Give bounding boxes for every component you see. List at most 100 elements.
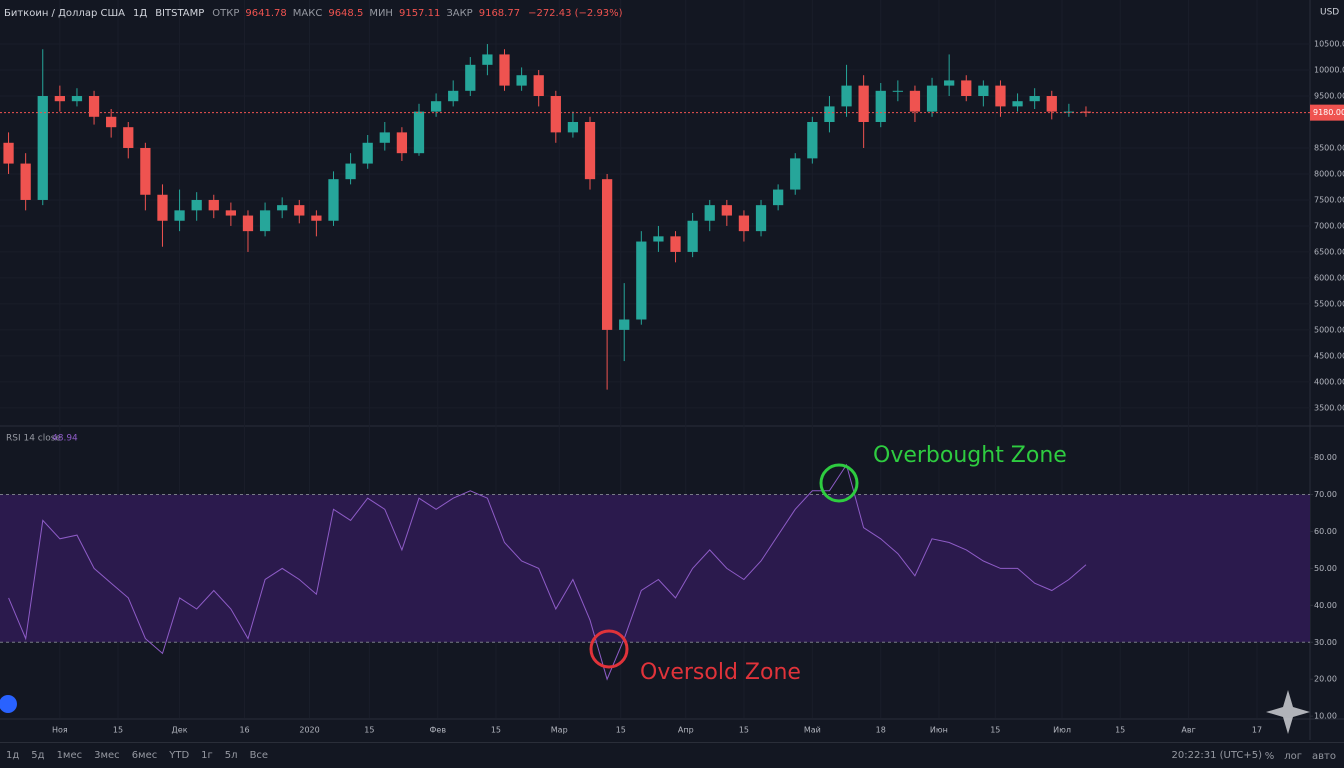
candle-body [54, 96, 65, 102]
candle-body [961, 80, 972, 97]
option-button[interactable]: % [1264, 750, 1275, 762]
candle-body [123, 127, 134, 148]
axes: 3500.00 4000.00 4500.00 5000.00 5500.00 6000.… [52, 40, 1344, 735]
candle-body [482, 54, 493, 65]
range-button[interactable]: 3мес [94, 750, 120, 761]
time-tick-label: 15 [1115, 726, 1125, 735]
price-tick-label: 8500.00 [1314, 143, 1344, 152]
candle-body [1012, 101, 1023, 107]
rsi-tick-label: 10.00 [1314, 712, 1337, 721]
candle-body [37, 96, 48, 200]
range-button[interactable]: Все [249, 750, 269, 761]
price-tick-label: 7500.00 [1314, 195, 1344, 204]
ohlc-label: ЗАКР [446, 7, 473, 19]
ohlc-value: 9648.5 [328, 7, 364, 19]
candle-body [106, 116, 117, 128]
range-button[interactable]: YTD [169, 750, 190, 761]
candle-body [721, 205, 732, 216]
time-tick-label: Мар [551, 726, 568, 735]
candle-body [379, 132, 390, 143]
candle-body [191, 199, 202, 211]
logo [0, 695, 17, 713]
price-tick-label: 5500.00 [1314, 299, 1344, 308]
candle-body [1080, 111, 1092, 113]
candle-body [225, 210, 237, 216]
candle-body [140, 147, 151, 195]
time-tick-label: 15 [990, 726, 1000, 735]
range-button[interactable]: 1д [6, 750, 20, 761]
candle-body [71, 96, 83, 102]
time-tick-label: 16 [239, 726, 249, 735]
price-tick-label: 4000.00 [1314, 377, 1344, 386]
candle-body [294, 205, 305, 216]
overbought-circle [819, 463, 859, 503]
candle-body [670, 236, 681, 252]
candle-body [567, 121, 579, 133]
toolbar: 1д 5д 1мес 3мес 6мес YTD 1г 5л Все 20:22:31 (UTC+… [0, 742, 1344, 768]
rsi-tick-label: 70.00 [1314, 490, 1337, 499]
candle-body [396, 132, 408, 154]
rsi-tick-label: 40.00 [1314, 601, 1337, 610]
candle-body [499, 54, 510, 86]
candle-body [619, 319, 630, 330]
candle-body [584, 121, 596, 180]
candle-body [259, 210, 271, 232]
overbought-label: Overbought Zone [873, 443, 1067, 468]
ohlc-value: 9641.78 [245, 7, 287, 19]
price-tick-label: 8000.00 [1314, 169, 1344, 178]
candle-body [738, 215, 750, 232]
candle-body [174, 210, 185, 221]
price-tick-label: 10000.00 [1314, 66, 1344, 75]
option-button[interactable]: лог [1284, 750, 1303, 762]
range-button[interactable]: 1мес [56, 750, 83, 761]
candle-body [653, 236, 664, 242]
last-price-tag [1310, 104, 1344, 121]
candle-body [704, 205, 715, 221]
candle-body [755, 205, 767, 232]
candle-body [773, 189, 784, 206]
time-tick-label: 15 [491, 726, 501, 735]
ohlc-label: МАКС [292, 7, 323, 19]
candle-body [20, 163, 31, 200]
time-tick-label: Ноя [52, 726, 68, 735]
rsi-band [0, 494, 1310, 643]
time-tick-label: Фев [430, 726, 447, 735]
candle-body [841, 85, 852, 107]
oversold-circle [589, 629, 629, 669]
chart-area: 3500.00 4000.00 4500.00 5000.00 5500.00 6000.… [0, 0, 1344, 742]
watermark-icon [1266, 690, 1310, 734]
candle-body [157, 194, 168, 221]
candle-body [345, 163, 356, 180]
rsi-tick-label: 60.00 [1314, 527, 1337, 536]
candle-body [516, 75, 527, 86]
candle-body [3, 142, 14, 164]
time-tick-label: Дек [172, 726, 188, 735]
ohlc-label: МИН [369, 7, 393, 19]
header: Биткоин / Доллар США 1Д BITSTAMP ОТКР 964… [4, 4, 623, 22]
candle-body [242, 215, 254, 232]
candle-body [875, 90, 886, 122]
options: % лог авто [1265, 743, 1336, 768]
rsi-tick-label: 30.00 [1314, 638, 1337, 647]
candle-body [926, 85, 938, 112]
time-tick-label: Авг [1181, 726, 1195, 735]
ohlc-value: 9157.11 [398, 7, 441, 19]
rsi-pane [0, 457, 1313, 717]
time-tick-label: Апр [678, 726, 694, 735]
range-button[interactable]: 1г [201, 750, 213, 761]
range-button[interactable]: 6мес [131, 750, 158, 761]
time-tick-label: Июн [930, 726, 948, 735]
candle-body [995, 85, 1006, 107]
candle-body [807, 121, 818, 159]
candle-body [465, 64, 476, 91]
symbol: Биткоин / Доллар США [4, 7, 125, 19]
time-tick-label: Май [804, 726, 821, 735]
price-tick-label: 10500.00 [1314, 40, 1344, 49]
range-button[interactable]: 5л [224, 750, 238, 761]
range-button[interactable]: 5д [31, 750, 45, 761]
price-tick-label: 3500.00 [1314, 403, 1344, 412]
option-button[interactable]: авто [1312, 750, 1336, 762]
rsi-tick-label: 80.00 [1314, 453, 1337, 462]
candle-body [550, 96, 561, 133]
